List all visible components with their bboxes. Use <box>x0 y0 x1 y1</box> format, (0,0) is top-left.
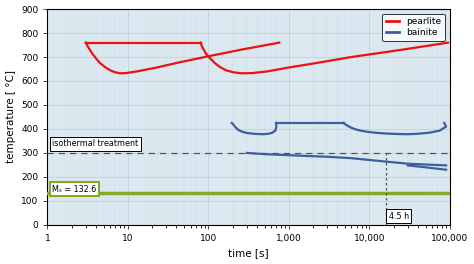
Text: isothermal treatment: isothermal treatment <box>52 139 138 148</box>
Y-axis label: temperature [ °C]: temperature [ °C] <box>6 70 16 163</box>
Text: Mₛ = 132.6: Mₛ = 132.6 <box>52 185 97 194</box>
Text: 4.5 h: 4.5 h <box>389 211 409 220</box>
Legend: pearlite, bainite: pearlite, bainite <box>382 13 445 41</box>
X-axis label: time [s]: time [s] <box>228 248 269 258</box>
